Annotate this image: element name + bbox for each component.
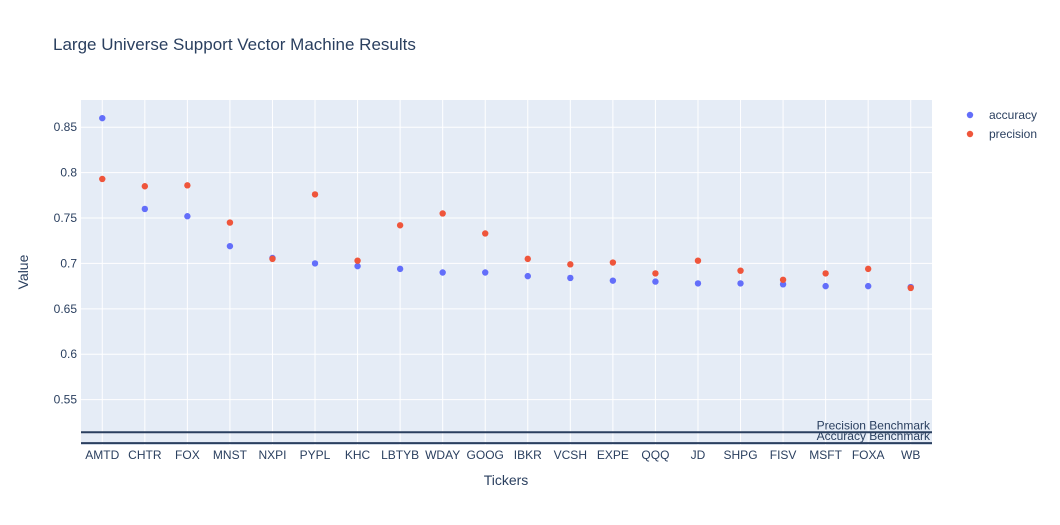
point-precision [779,276,787,283]
x-tick-label: VCSH [554,448,587,462]
legend-label: accuracy [989,108,1037,122]
point-accuracy [354,262,361,270]
plot-area [81,100,932,445]
y-axis-ticks: 0.55 0.6 0.65 0.7 0.75 0.8 0.85 [54,120,78,406]
x-tick-label: AMTD [85,448,119,462]
point-precision [99,175,106,183]
x-tick-label: QQQ [641,448,669,462]
x-tick-label: WDAY [425,448,460,462]
y-axis-title: Value [15,254,31,289]
data-points [99,114,914,292]
x-axis-ticks: AMTD CHTR FOX MNST NXPI PYPL KHC LBTYB WDAY GOOG I… [85,448,920,462]
x-tick-label: SHPG [724,448,758,462]
point-precision [609,259,617,266]
point-precision [567,261,574,268]
legend[interactable]: accuracy precision [966,108,1037,141]
y-tick-label: 0.85 [54,120,78,134]
point-accuracy [694,280,702,287]
x-tick-label: CHTR [128,448,162,462]
point-accuracy [184,213,191,220]
x-tick-label: FOX [175,448,200,462]
point-precision [226,219,234,226]
point-precision [354,257,361,264]
x-tick-label: LBTYB [381,448,419,462]
point-accuracy [652,278,659,285]
point-accuracy [311,260,319,267]
y-tick-label: 0.7 [60,256,77,270]
point-precision [439,210,446,217]
point-accuracy [737,280,744,287]
benchmark-label: Accuracy Benchmark [817,429,931,443]
point-precision [184,182,191,189]
point-precision [822,270,829,277]
point-precision [907,284,914,292]
point-accuracy [482,269,489,276]
x-tick-label: FISV [770,448,797,462]
x-tick-label: KHC [345,448,371,462]
chart-title: Large Universe Support Vector Machine Re… [53,35,416,54]
y-tick-label: 0.65 [54,302,78,316]
point-accuracy [439,269,446,276]
x-tick-label: JD [691,448,706,462]
point-accuracy [779,281,787,288]
point-precision [524,255,531,263]
point-accuracy [609,277,617,284]
point-precision [864,265,872,273]
x-tick-label: FOXA [852,448,885,462]
x-tick-label: PYPL [300,448,331,462]
point-accuracy [141,205,149,213]
y-tick-label: 0.8 [60,166,77,180]
point-accuracy [864,282,872,290]
point-precision [396,222,404,229]
point-precision [482,230,489,237]
point-accuracy [226,242,234,250]
legend-item-accuracy[interactable]: accuracy [966,108,1037,122]
point-precision [269,255,276,263]
y-tick-label: 0.75 [54,211,78,225]
x-tick-label: IBKR [514,448,542,462]
benchmark-label: Precision Benchmark [817,418,931,432]
y-tick-label: 0.6 [60,347,77,361]
legend-marker [966,130,974,138]
point-accuracy [99,114,106,122]
point-precision [694,257,702,264]
point-precision [141,183,149,190]
x-tick-label: GOOG [467,448,504,462]
x-tick-label: NXPI [258,448,286,462]
x-tick-label: EXPE [597,448,629,462]
x-tick-label: WB [901,448,920,462]
x-tick-label: MNST [213,448,248,462]
point-precision [737,267,744,274]
point-accuracy [567,274,574,282]
legend-label: precision [989,127,1037,141]
point-accuracy [524,272,531,280]
x-axis-title: Tickers [484,472,529,488]
y-tick-label: 0.55 [54,393,78,407]
point-precision [652,270,659,277]
point-accuracy [396,265,404,273]
legend-marker [966,111,974,119]
x-tick-label: MSFT [809,448,842,462]
point-accuracy [822,282,829,290]
legend-item-precision[interactable]: precision [966,127,1037,141]
point-precision [311,191,319,198]
